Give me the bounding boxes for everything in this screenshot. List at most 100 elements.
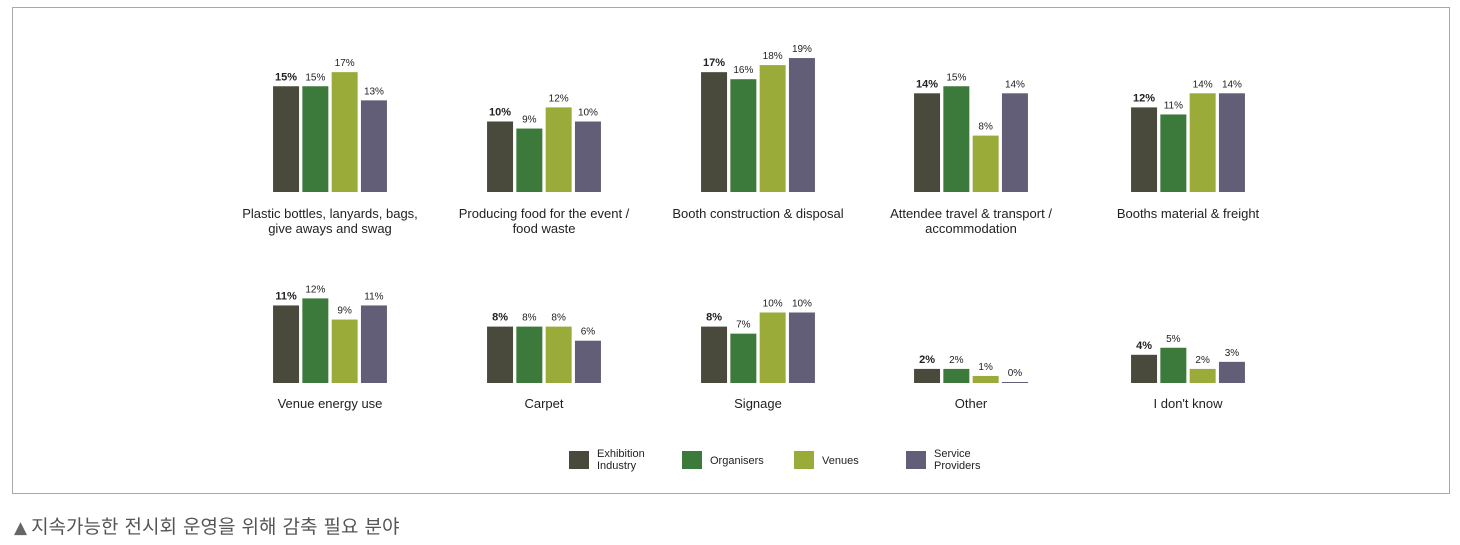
- value-label: 15%: [946, 72, 966, 83]
- bar: [545, 326, 572, 383]
- value-label: 5%: [1166, 334, 1181, 345]
- bar: [302, 298, 329, 383]
- value-label: 0%: [1008, 368, 1023, 379]
- bar: [759, 312, 786, 383]
- bar: [516, 326, 543, 383]
- bar: [1131, 107, 1158, 192]
- value-label: 8%: [978, 122, 993, 133]
- value-label: 18%: [763, 51, 783, 62]
- category-label: Carpet: [524, 396, 563, 411]
- bar: [360, 100, 387, 192]
- value-label: 8%: [492, 312, 508, 324]
- bar: [759, 65, 786, 192]
- bar: [360, 305, 387, 383]
- bar: [788, 58, 815, 192]
- legend-label: Exhibition: [597, 448, 645, 460]
- value-label: 10%: [763, 299, 783, 310]
- bar: [972, 375, 999, 383]
- bar: [545, 107, 572, 192]
- bar: [302, 86, 329, 192]
- value-label: 15%: [305, 72, 325, 83]
- category-label: Plastic bottles, lanyards, bags,: [242, 206, 418, 221]
- value-label: 17%: [335, 58, 355, 69]
- value-label: 19%: [792, 44, 812, 55]
- bar: [331, 72, 358, 192]
- bar: [1001, 93, 1028, 192]
- value-label: 11%: [364, 291, 383, 302]
- legend-label: Service: [934, 448, 971, 460]
- value-label: 14%: [916, 78, 938, 90]
- category-label: Booth construction & disposal: [672, 206, 843, 221]
- value-label: 1%: [978, 362, 993, 373]
- bar: [574, 340, 601, 383]
- bar: [516, 128, 543, 192]
- bar: [914, 93, 941, 192]
- bar: [331, 319, 358, 383]
- bar: [273, 305, 300, 383]
- value-label: 11%: [1164, 100, 1183, 111]
- legend-label: Organisers: [710, 455, 764, 467]
- bar: [487, 121, 514, 192]
- value-label: 12%: [305, 284, 325, 295]
- bar: [1189, 93, 1216, 192]
- value-label: 6%: [581, 327, 596, 338]
- value-label: 12%: [549, 93, 569, 104]
- bar: [574, 121, 601, 192]
- caption-triangle-icon: ▲: [14, 518, 28, 538]
- bar: [701, 72, 728, 192]
- value-label: 8%: [706, 312, 722, 324]
- value-label: 9%: [522, 115, 537, 126]
- category-label: Venue energy use: [278, 396, 383, 411]
- category-label: food waste: [513, 221, 576, 236]
- category-label: I don't know: [1154, 396, 1224, 411]
- bar: [730, 333, 757, 383]
- bar: [943, 368, 970, 383]
- bar: [730, 79, 757, 192]
- value-label: 4%: [1136, 340, 1152, 352]
- category-label: Other: [955, 396, 988, 411]
- bar: [1160, 347, 1187, 383]
- bar: [1001, 382, 1028, 383]
- category-label: Attendee travel & transport /: [890, 206, 1052, 221]
- value-label: 7%: [736, 320, 751, 331]
- value-label: 15%: [275, 71, 297, 83]
- bar: [1131, 354, 1158, 383]
- legend-swatch: [794, 451, 814, 469]
- value-label: 10%: [792, 299, 812, 310]
- bar: [1189, 368, 1216, 383]
- bar: [788, 312, 815, 383]
- legend-label: Industry: [597, 460, 637, 472]
- category-label: Producing food for the event /: [459, 206, 630, 221]
- bar: [972, 135, 999, 192]
- category-label: give aways and swag: [268, 221, 392, 236]
- value-label: 8%: [522, 313, 537, 324]
- figure-caption: ▲ 지속가능한 전시회 운영을 위해 감축 필요 분야: [14, 512, 399, 539]
- value-label: 8%: [551, 313, 566, 324]
- value-label: 13%: [364, 86, 384, 97]
- value-label: 12%: [1133, 92, 1155, 104]
- value-label: 14%: [1005, 79, 1025, 90]
- bar: [1218, 93, 1245, 192]
- bar: [1160, 114, 1187, 192]
- legend-swatch: [906, 451, 926, 469]
- bar: [1218, 361, 1245, 383]
- caption-text: 지속가능한 전시회 운영을 위해 감축 필요 분야: [31, 516, 400, 538]
- value-label: 14%: [1193, 79, 1213, 90]
- value-label: 10%: [489, 107, 511, 119]
- legend-label: Venues: [822, 455, 859, 467]
- legend-swatch: [682, 451, 702, 469]
- value-label: 10%: [578, 108, 598, 119]
- value-label: 17%: [703, 57, 725, 69]
- category-label: accommodation: [925, 221, 1017, 236]
- bar: [701, 326, 728, 383]
- category-label: Signage: [734, 396, 782, 411]
- value-label: 2%: [1195, 355, 1210, 366]
- category-label: Booths material & freight: [1117, 206, 1260, 221]
- value-label: 2%: [949, 355, 964, 366]
- value-label: 2%: [919, 354, 935, 366]
- bar: [273, 86, 300, 192]
- value-label: 16%: [733, 65, 753, 76]
- legend-swatch: [569, 451, 589, 469]
- legend-label: Providers: [934, 460, 981, 472]
